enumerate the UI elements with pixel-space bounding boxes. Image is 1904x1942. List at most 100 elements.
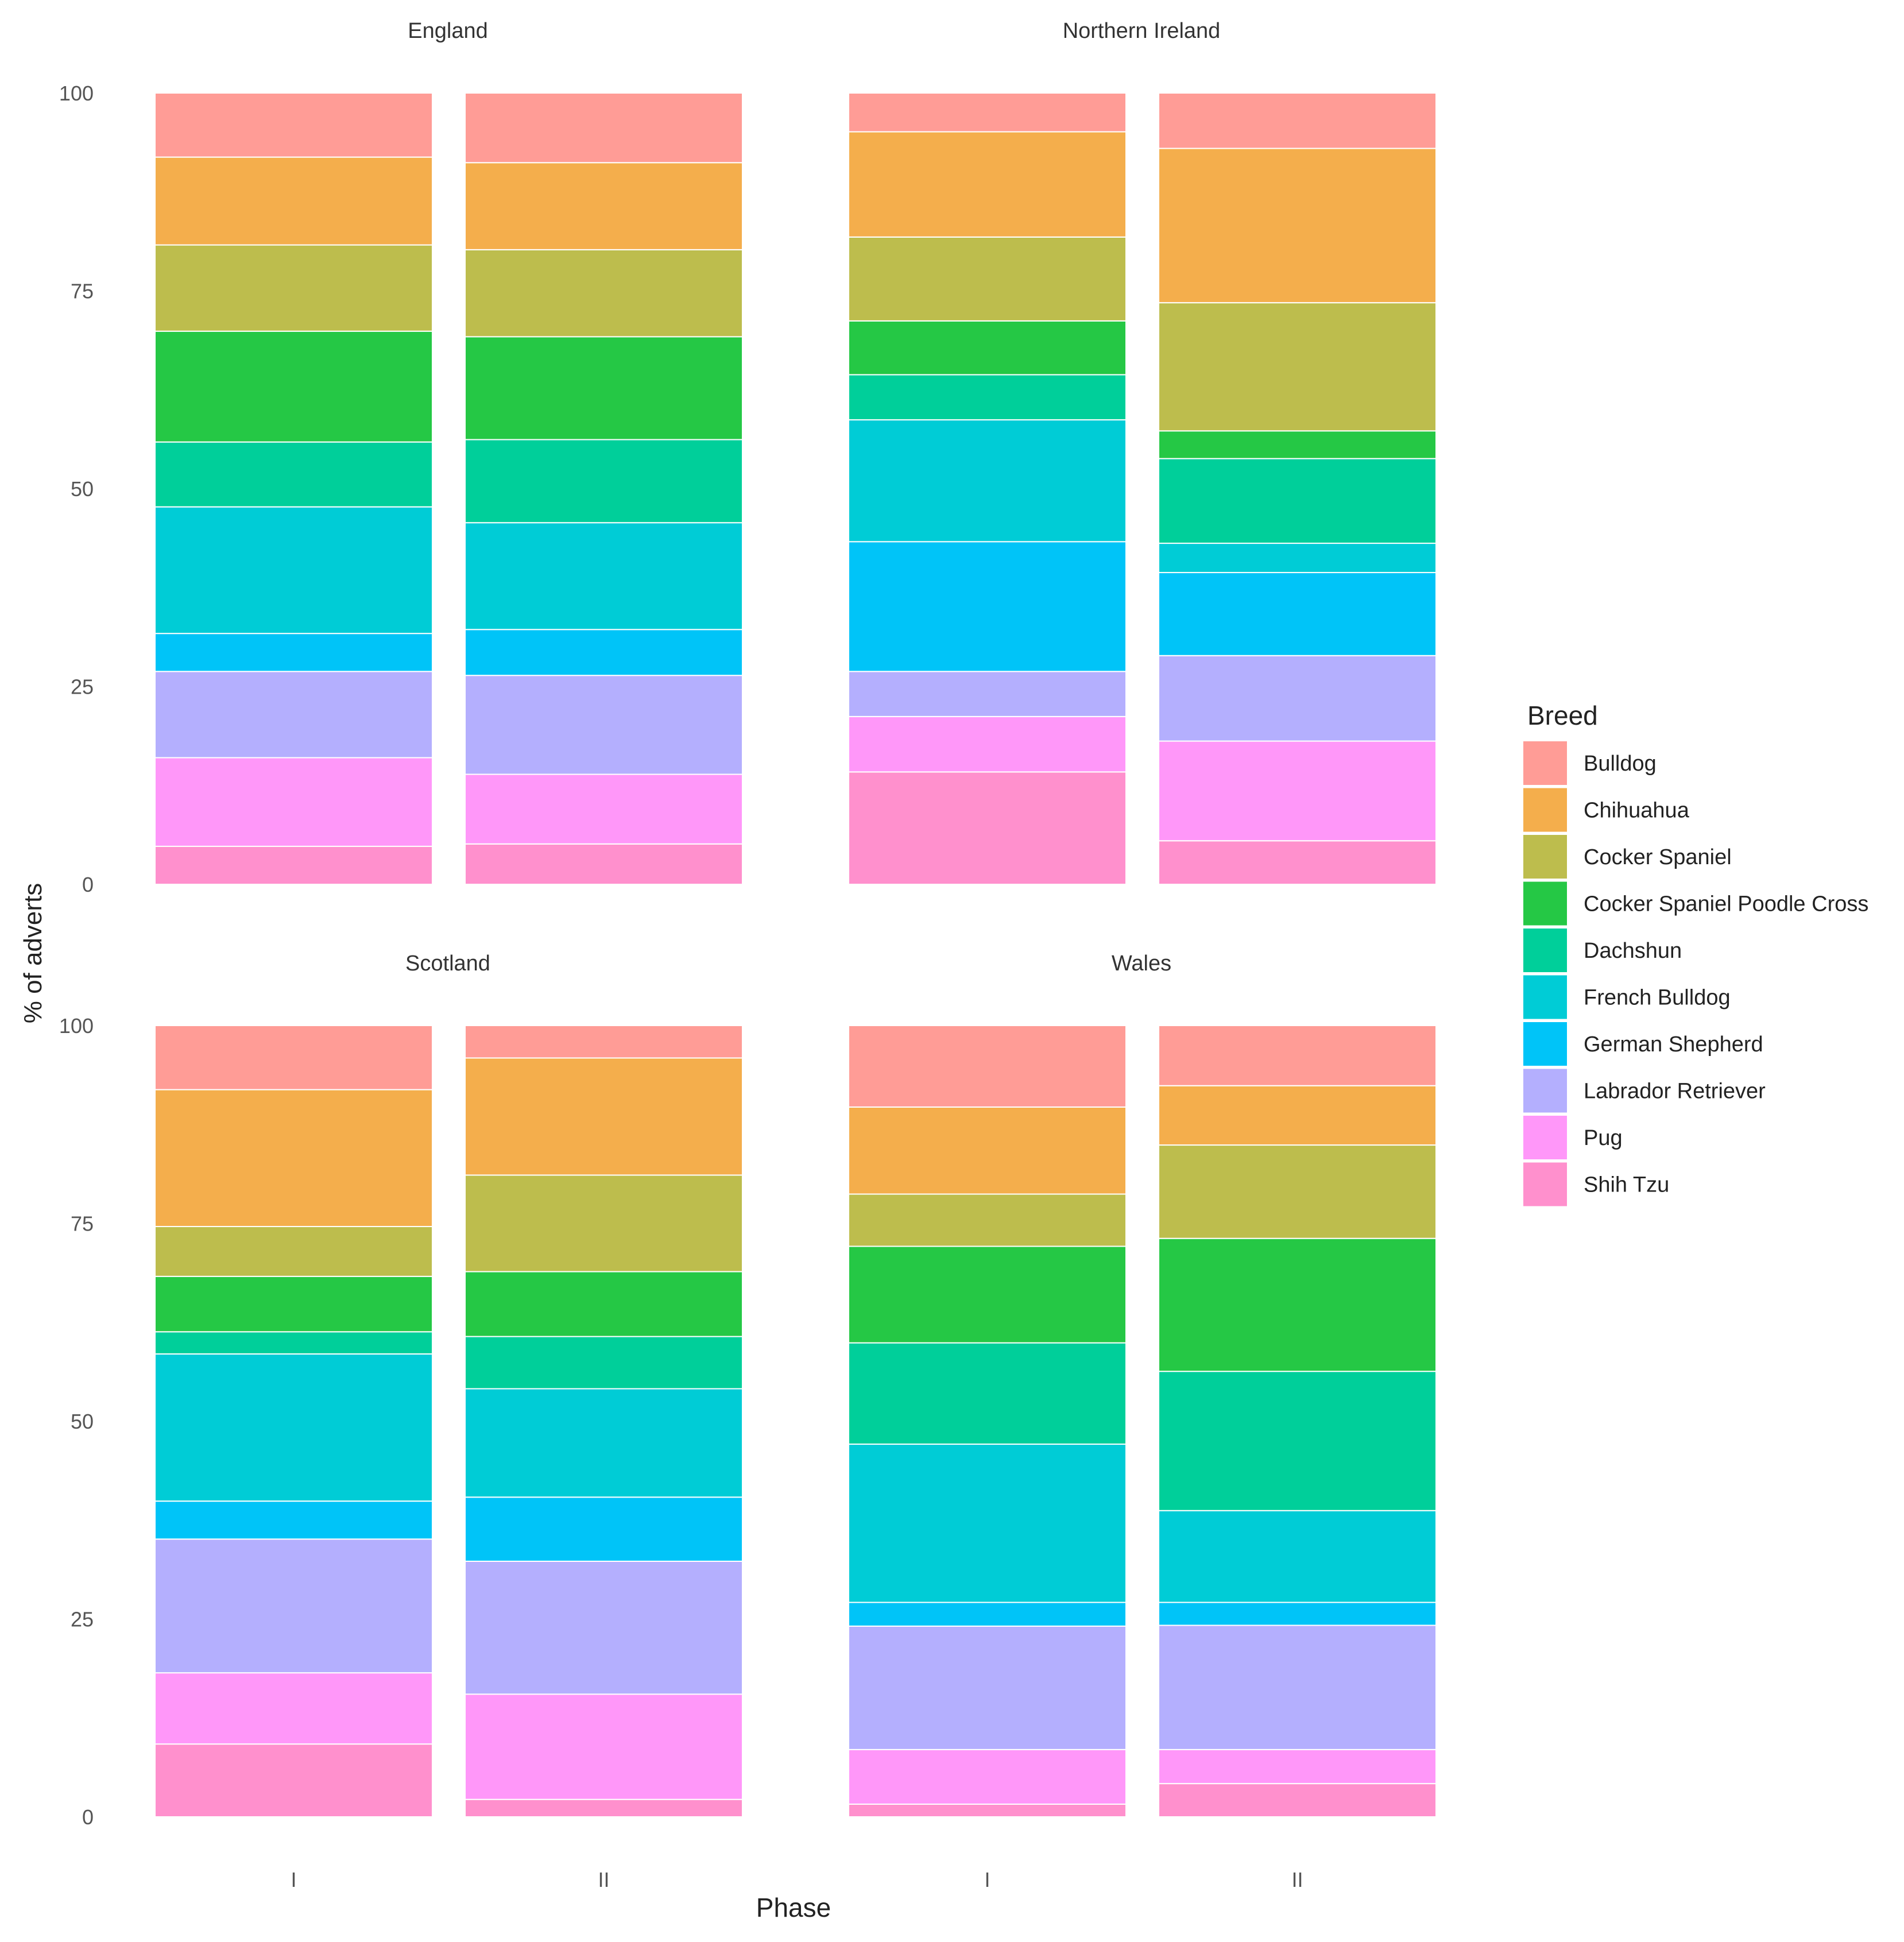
bar-segment-pug bbox=[465, 1693, 743, 1800]
bar-segment-bulldog bbox=[1158, 92, 1437, 149]
stacked-bar-phase-i bbox=[848, 1025, 1127, 1817]
bar-segment-german-shepherd bbox=[848, 541, 1127, 672]
y-tick-label: 25 bbox=[71, 1608, 94, 1631]
bar-segment-pug bbox=[154, 1672, 433, 1745]
bar-segment-cocker-spaniel bbox=[465, 1174, 743, 1272]
legend-title: Breed bbox=[1527, 701, 1598, 730]
bar-segment-cocker-spaniel-poodle-cross bbox=[848, 1245, 1127, 1344]
bar-segment-french-bulldog bbox=[465, 522, 743, 630]
y-tick-label: 50 bbox=[71, 1410, 94, 1433]
bar-segment-bulldog bbox=[154, 1025, 433, 1090]
y-tick-label: 0 bbox=[82, 873, 94, 896]
bar-segment-french-bulldog bbox=[848, 419, 1127, 543]
bar-segment-shih-tzu bbox=[465, 843, 743, 885]
panel-title: England bbox=[408, 19, 487, 43]
bar-segment-labrador-retriever bbox=[154, 671, 433, 759]
bar-segment-cocker-spaniel bbox=[465, 249, 743, 338]
bar-segment-bulldog bbox=[465, 1025, 743, 1059]
legend-label: Bulldog bbox=[1584, 752, 1657, 776]
legend-item-cocker-spaniel-poodle-cross: Cocker Spaniel Poodle Cross bbox=[1522, 880, 1868, 927]
bar-segment-dachshun bbox=[465, 1336, 743, 1390]
axes: % of adverts Phase bbox=[19, 883, 831, 1922]
legend-label: Pug bbox=[1584, 1126, 1623, 1150]
bar-segment-german-shepherd bbox=[848, 1601, 1127, 1627]
bar-segment-cocker-spaniel-poodle-cross bbox=[848, 320, 1127, 376]
bar-segment-french-bulldog bbox=[154, 506, 433, 635]
bar-segment-german-shepherd bbox=[1158, 1601, 1437, 1626]
bar-segment-cocker-spaniel-poodle-cross bbox=[154, 330, 433, 443]
legend-label: French Bulldog bbox=[1584, 986, 1731, 1010]
bar-segment-dachshun bbox=[1158, 1371, 1437, 1511]
bar-segment-french-bulldog bbox=[848, 1443, 1127, 1603]
bar-segment-pug bbox=[848, 1748, 1127, 1805]
bar-segment-cocker-spaniel bbox=[1158, 302, 1437, 432]
stacked-bar-phase-i bbox=[848, 92, 1127, 885]
bar-segment-french-bulldog bbox=[1158, 543, 1437, 574]
y-axis-label: % of adverts bbox=[19, 883, 47, 1024]
y-tick-label: 50 bbox=[71, 477, 94, 501]
legend-key bbox=[1522, 834, 1568, 880]
bar-segment-cocker-spaniel-poodle-cross bbox=[465, 336, 743, 440]
legend-item-german-shepherd: German Shepherd bbox=[1522, 1021, 1763, 1067]
legend-label: German Shepherd bbox=[1584, 1032, 1763, 1057]
bar-segment-shih-tzu bbox=[1158, 840, 1437, 885]
bar-segment-pug bbox=[465, 773, 743, 845]
bar-segment-labrador-retriever bbox=[465, 1560, 743, 1695]
bar-segment-french-bulldog bbox=[1158, 1510, 1437, 1603]
bar-segment-labrador-retriever bbox=[465, 675, 743, 775]
legend-key bbox=[1522, 974, 1568, 1020]
bar-segment-shih-tzu bbox=[154, 845, 433, 885]
bar-segment-pug bbox=[154, 757, 433, 847]
stacked-bar-phase-ii bbox=[465, 92, 743, 885]
legend-label: Labrador Retriever bbox=[1584, 1080, 1766, 1104]
legend-label: Chihuahua bbox=[1584, 799, 1690, 823]
bar-segment-labrador-retriever bbox=[1158, 1624, 1437, 1750]
bar-segment-shih-tzu bbox=[848, 771, 1127, 885]
legend-key bbox=[1522, 1115, 1568, 1160]
bar-segment-bulldog bbox=[154, 92, 433, 158]
legend-key bbox=[1522, 1021, 1568, 1067]
x-tick-label: I bbox=[291, 1868, 296, 1891]
bar-segment-labrador-retriever bbox=[154, 1538, 433, 1674]
bar-segment-bulldog bbox=[848, 92, 1127, 133]
y-tick-label: 100 bbox=[59, 1014, 94, 1038]
y-tick-label: 75 bbox=[71, 280, 94, 303]
x-tick-label: II bbox=[1291, 1868, 1303, 1891]
y-tick-label: 100 bbox=[59, 82, 94, 105]
bar-segment-chihuahua bbox=[1158, 1085, 1437, 1146]
bar-segment-french-bulldog bbox=[465, 1388, 743, 1498]
y-tick-label: 0 bbox=[82, 1805, 94, 1829]
bar-segment-shih-tzu bbox=[848, 1803, 1127, 1817]
bar-segment-dachshun bbox=[465, 439, 743, 524]
legend-key bbox=[1522, 740, 1568, 786]
bar-segment-german-shepherd bbox=[465, 629, 743, 676]
legend-label: Cocker Spaniel Poodle Cross bbox=[1584, 892, 1868, 916]
bar-segment-cocker-spaniel bbox=[848, 236, 1127, 322]
bar-segment-german-shepherd bbox=[154, 1500, 433, 1540]
panel-northern-ireland: Northern Ireland bbox=[848, 19, 1437, 885]
stacked-bar-phase-ii bbox=[1158, 92, 1437, 885]
legend-item-shih-tzu: Shih Tzu bbox=[1522, 1161, 1669, 1208]
bar-segment-bulldog bbox=[848, 1025, 1127, 1108]
bar-segment-bulldog bbox=[465, 92, 743, 164]
bar-segment-bulldog bbox=[1158, 1025, 1437, 1086]
facet-panels: England 0 25 50 75 100 Northern Ireland Scotlan… bbox=[59, 19, 1437, 1891]
x-tick-label: I bbox=[984, 1868, 990, 1891]
bar-segment-dachshun bbox=[154, 1331, 433, 1355]
bar-segment-pug bbox=[1158, 1748, 1437, 1785]
bar-segment-labrador-retriever bbox=[848, 671, 1127, 717]
legend-label: Shih Tzu bbox=[1584, 1173, 1669, 1197]
bar-segment-chihuahua bbox=[154, 1089, 433, 1228]
bar-segment-chihuahua bbox=[848, 131, 1127, 238]
panel-england: England 0 25 50 75 100 bbox=[59, 19, 743, 896]
bar-segment-cocker-spaniel bbox=[848, 1193, 1127, 1247]
bar-segment-german-shepherd bbox=[154, 633, 433, 672]
legend-key bbox=[1522, 1161, 1568, 1208]
bar-segment-labrador-retriever bbox=[1158, 655, 1437, 742]
x-axis-label: Phase bbox=[756, 1893, 831, 1922]
bar-segment-shih-tzu bbox=[465, 1798, 743, 1818]
bar-segment-cocker-spaniel-poodle-cross bbox=[1158, 430, 1437, 459]
x-tick-label: II bbox=[598, 1868, 609, 1891]
